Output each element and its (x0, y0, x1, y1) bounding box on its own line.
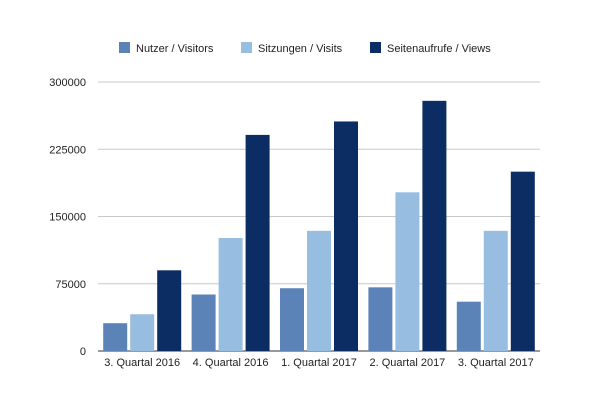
bar-visits-1 (130, 314, 155, 351)
x-tick-label: 1. Quartal 2017 (281, 357, 357, 369)
bar-visitors-4 (368, 287, 393, 351)
bars (103, 100, 535, 351)
legend: Nutzer / Visitors Sitzungen / Visits Seite… (119, 42, 491, 55)
bar-visits-4 (395, 192, 420, 351)
y-tick-label: 0 (80, 346, 86, 358)
bar-views-3 (334, 121, 358, 351)
legend-swatch (370, 42, 381, 53)
bar-visitors-1 (103, 323, 128, 351)
y-tick-label: 75000 (55, 279, 86, 291)
legend-label: Sitzungen / Visits (258, 43, 343, 55)
bar-views-2 (245, 134, 270, 351)
x-tick-label: 4. Quartal 2016 (193, 357, 269, 369)
legend-label: Seitenaufrufe / Views (387, 43, 491, 55)
x-tick-label: 2. Quartal 2017 (369, 357, 445, 369)
bar-visits-3 (307, 230, 331, 351)
bar-visitors-3 (280, 288, 304, 351)
y-tick-label: 150000 (49, 212, 86, 224)
bar-visits-2 (218, 238, 243, 351)
bar-views-4 (422, 100, 447, 351)
x-axis: 3. Quartal 2016 4. Quartal 2016 1. Quartal… (104, 357, 533, 369)
x-tick-label: 3. Quartal 2016 (104, 357, 180, 369)
y-tick-label: 300000 (49, 77, 86, 89)
y-tick-label: 225000 (49, 144, 86, 156)
bar-visitors-5 (456, 301, 481, 351)
bar-visits-5 (483, 230, 508, 351)
legend-swatch (119, 42, 130, 53)
bar-views-1 (157, 270, 182, 351)
y-axis: 0 75000 150000 225000 300000 (49, 77, 86, 358)
bar-visitors-2 (191, 294, 216, 351)
x-tick-label: 3. Quartal 2017 (458, 357, 534, 369)
legend-label: Nutzer / Visitors (136, 43, 214, 55)
bar-views-5 (510, 171, 535, 351)
legend-swatch (241, 42, 252, 53)
